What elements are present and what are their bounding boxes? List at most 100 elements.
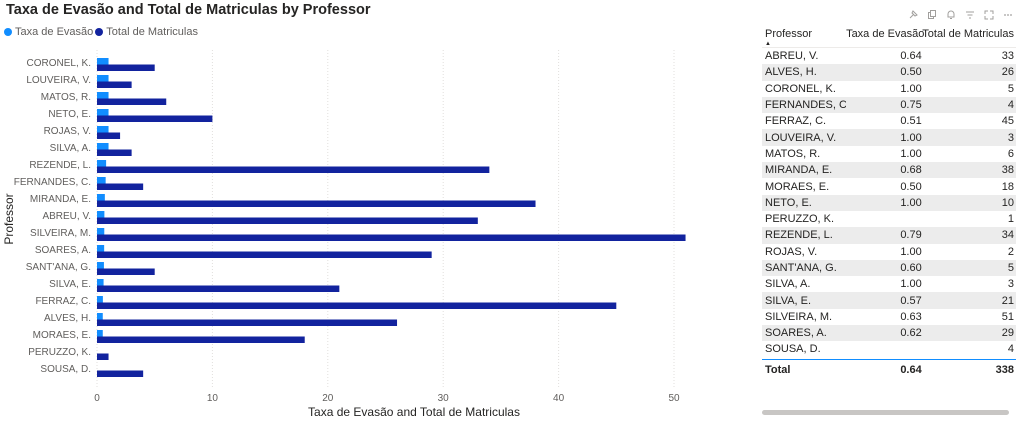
table-row[interactable]: SILVA, E. 0.57 21 (762, 292, 1016, 309)
y-tick-label: CORONEL, K. (27, 58, 91, 69)
y-tick-label: SANT'ANA, G. (26, 262, 91, 273)
visual-header-toolbar (905, 7, 1015, 22)
more-options-icon[interactable] (1000, 7, 1015, 22)
bar-taxa-de-evasao (97, 228, 105, 235)
sort-ascending-icon: ▲ (765, 41, 771, 47)
bar-total-de-matriculas (97, 251, 432, 258)
header-professor[interactable]: Professor (765, 28, 813, 40)
table-row[interactable]: LOUVEIRA, V. 1.00 3 (762, 129, 1016, 146)
bar-taxa-de-evasao (97, 194, 105, 201)
cell-taxa: 0.63 (900, 310, 922, 323)
y-tick-label: REZENDE, L. (29, 160, 91, 171)
legend-dot-taxa (4, 28, 12, 36)
cell-professor: SILVA, A. (765, 278, 811, 291)
table-row[interactable]: SILVEIRA, M. 0.63 51 (762, 309, 1016, 325)
copy-icon[interactable] (924, 7, 939, 22)
y-tick-label: MIRANDA, E. (30, 194, 91, 205)
cell-taxa: 0.50 (900, 180, 922, 193)
table-row[interactable]: REZENDE, L. 0.79 34 (762, 227, 1016, 244)
table-row[interactable]: SOARES, A. 0.62 29 (762, 325, 1016, 342)
bar-total-de-matriculas (97, 64, 155, 71)
table-row[interactable]: SANT'ANA, G. 0.60 5 (762, 259, 1016, 277)
cell-taxa: 0.60 (900, 262, 922, 274)
y-tick-label: LOUVEIRA, V. (26, 75, 91, 86)
cell-taxa: 0.50 (900, 66, 922, 79)
cell-total: 2 (1007, 245, 1014, 258)
legend-item-taxa[interactable]: Taxa de Evasão (4, 26, 93, 38)
bar-taxa-de-evasao (97, 296, 103, 303)
cell-professor: ABREU, V. (765, 50, 819, 63)
table-horizontal-scrollbar[interactable] (762, 410, 1009, 415)
table-row[interactable]: ALVES, H. 0.50 26 (762, 64, 1016, 81)
cell-total: 6 (1007, 147, 1014, 160)
cell-total: 5 (1007, 82, 1014, 95)
cell-professor: PERUZZO, K. (765, 213, 835, 226)
cell-professor: MIRANDA, E. (765, 164, 833, 177)
bar-taxa-de-evasao (97, 177, 106, 184)
table-row[interactable]: NETO, E. 1.00 10 (762, 194, 1016, 211)
bar-total-de-matriculas (97, 166, 490, 173)
bar-total-de-matriculas (97, 302, 617, 309)
table-body: ABREU, V. 0.64 33 ALVES, H. 0.50 26 CORONEL, K… (762, 48, 1016, 358)
header-total[interactable]: Total de Matriculas (922, 28, 1014, 40)
table-total-row: Total 0.64 338 (762, 358, 1016, 380)
y-tick-label: ABREU, V. (42, 211, 91, 222)
y-tick-label: SILVA, E. (49, 279, 91, 290)
cell-total: 33 (1001, 50, 1014, 63)
y-tick-label: ROJAS, V. (44, 126, 91, 137)
cell-total: 21 (1001, 294, 1014, 307)
cell-total: 1 (1007, 213, 1014, 226)
cell-professor: FERRAZ, C. (765, 115, 827, 128)
bar-total-de-matriculas (97, 81, 132, 88)
table-row[interactable]: FERRAZ, C. 0.51 45 (762, 113, 1016, 129)
cell-total: 26 (1001, 66, 1014, 79)
table-row[interactable]: SILVA, A. 1.00 3 (762, 276, 1016, 292)
y-tick-label: SOUSA, D. (40, 364, 91, 375)
cell-professor: CORONEL, K. (765, 82, 836, 95)
cell-professor: MORAES, E. (765, 180, 830, 193)
bar-taxa-de-evasao (97, 126, 109, 133)
table-row[interactable]: ROJAS, V. 1.00 2 (762, 244, 1016, 260)
cell-taxa: 0.75 (900, 99, 922, 112)
bar-total-de-matriculas (97, 234, 686, 241)
bell-icon[interactable] (943, 7, 958, 22)
x-tick-label: 40 (553, 393, 565, 404)
cell-total: 3 (1007, 131, 1014, 144)
bar-taxa-de-evasao (97, 211, 105, 218)
cell-taxa: 0.79 (900, 229, 922, 242)
y-tick-label: SILVA, A. (50, 143, 91, 154)
x-tick-label: 30 (438, 393, 450, 404)
bar-total-de-matriculas (97, 336, 305, 343)
table-row[interactable]: PERUZZO, K. 1 (762, 211, 1016, 227)
y-tick-label: SOARES, A. (35, 245, 91, 256)
table-row[interactable]: SOUSA, D. 4 (762, 341, 1016, 357)
y-tick-label: FERRAZ, C. (35, 296, 91, 307)
cell-professor: ALVES, H. (765, 66, 817, 79)
cell-total: 5 (1007, 262, 1014, 274)
focus-mode-icon[interactable] (981, 7, 996, 22)
header-taxa[interactable]: Taxa de Evasão (846, 28, 925, 40)
table-row[interactable]: CORONEL, K. 1.00 5 (762, 81, 1016, 97)
table-row[interactable]: ABREU, V. 0.64 33 (762, 48, 1016, 64)
table-row[interactable]: MORAES, E. 0.50 18 (762, 178, 1016, 194)
bar-total-de-matriculas (97, 98, 167, 105)
cell-taxa: 0.62 (900, 327, 922, 340)
pin-icon[interactable] (905, 7, 920, 22)
y-tick-label: NETO, E. (48, 109, 91, 120)
cell-taxa: 1.00 (900, 131, 922, 144)
bar-total-de-matriculas (97, 268, 155, 275)
table-row[interactable]: FERNANDES, C. 0.75 4 (762, 96, 1016, 114)
bar-taxa-de-evasao (97, 330, 103, 337)
filter-icon[interactable] (962, 7, 977, 22)
cell-taxa: 0.57 (900, 294, 922, 307)
cell-professor: SILVA, E. (765, 294, 812, 307)
bar-taxa-de-evasao (97, 109, 109, 116)
cell-taxa: 1.00 (900, 196, 922, 209)
table-row[interactable]: MIRANDA, E. 0.68 38 (762, 162, 1016, 179)
cell-total: 51 (1001, 310, 1014, 323)
table-row[interactable]: MATOS, R. 1.00 6 (762, 146, 1016, 162)
chart-legend: Taxa de Evasão Total de Matriculas (4, 26, 200, 38)
total-matriculas: 338 (995, 363, 1014, 376)
legend-item-total[interactable]: Total de Matriculas (95, 26, 198, 38)
x-tick-label: 0 (94, 393, 100, 404)
